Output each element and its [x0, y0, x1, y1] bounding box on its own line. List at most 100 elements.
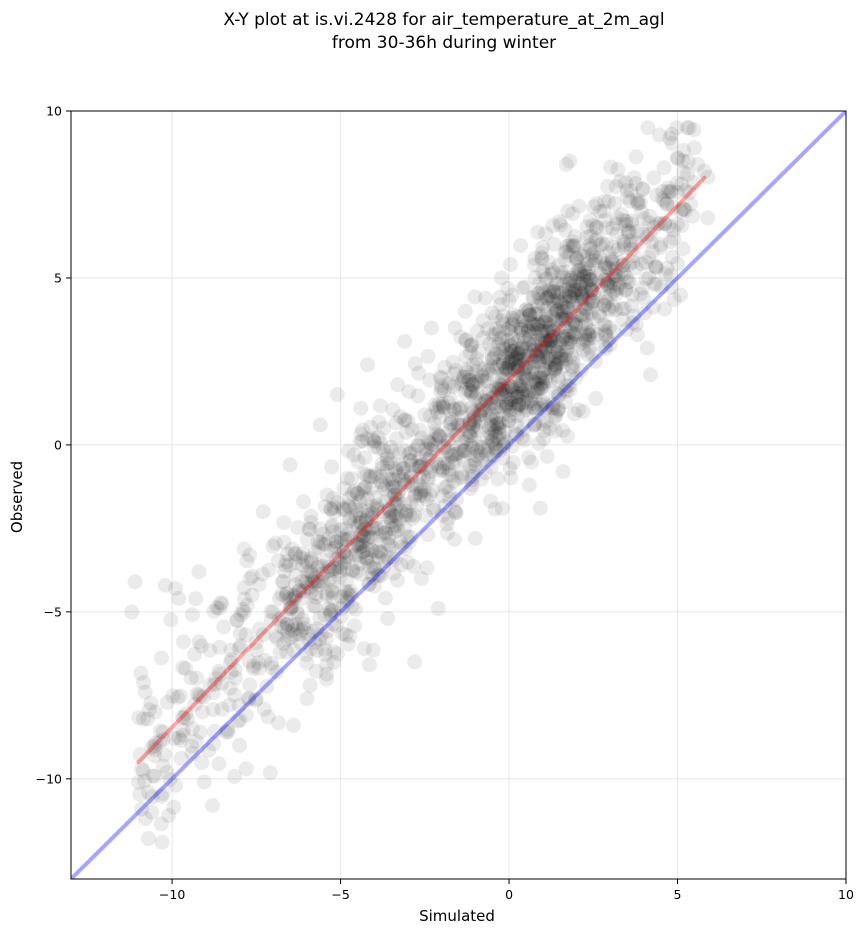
scatter-point-1245	[358, 512, 374, 528]
scatter-point-1766	[504, 379, 520, 395]
scatter-point-1014	[530, 316, 546, 332]
scatter-point-152	[579, 347, 595, 362]
scatter-point-270	[505, 360, 521, 376]
scatter-point-328	[533, 397, 549, 413]
scatter-point-1124	[352, 525, 368, 541]
scatter-point-1577	[263, 656, 279, 671]
scatter-point-316	[648, 277, 664, 292]
scatter-point-105	[673, 203, 689, 219]
scatter-point-716	[332, 559, 348, 575]
scatter-point-1246	[496, 406, 512, 422]
scatter-point-1557	[513, 345, 529, 361]
scatter-point-718	[466, 412, 482, 427]
scatter-point-1366	[581, 327, 597, 343]
scatter-point-1190	[432, 428, 448, 444]
scatter-point-1352	[541, 339, 557, 355]
scatter-point-1305	[354, 489, 370, 505]
scatter-point-1376	[390, 484, 406, 500]
scatter-point-898	[664, 249, 680, 265]
scatter-point-531	[505, 455, 521, 471]
scatter-point-568	[379, 456, 395, 472]
scatter-point-1309	[324, 519, 340, 535]
scatter-point-1462	[622, 274, 637, 290]
scatter-point-1637	[545, 308, 561, 324]
scatter-point-946	[502, 363, 518, 379]
scatter-point-717	[312, 632, 328, 647]
scatter-point-925	[520, 319, 536, 335]
scatter-point-1609	[282, 591, 298, 607]
scatter-point-1464	[372, 545, 388, 561]
scatter-point-1761	[275, 574, 291, 589]
scatter-point-184	[159, 764, 175, 780]
scatter-point-734	[568, 315, 584, 331]
scatter-point-1237	[474, 396, 490, 412]
scatter-point-1794	[480, 363, 496, 379]
scatter-point-103	[663, 183, 679, 199]
scatter-point-147	[549, 290, 565, 306]
scatter-point-818	[333, 522, 349, 538]
scatter-point-1365	[376, 504, 391, 520]
scatter-point-1798	[499, 383, 514, 399]
scatter-point-22	[238, 761, 254, 777]
scatter-point-1217	[313, 627, 329, 643]
scatter-point-1042	[602, 279, 618, 295]
scatter-point-46	[373, 544, 389, 560]
scatter-point-1666	[189, 670, 205, 686]
scatter-point-634	[335, 502, 351, 517]
scatter-point-137	[675, 201, 691, 217]
scatter-point-187	[175, 727, 191, 743]
scatter-point-159	[532, 500, 548, 516]
scatter-point-1701	[526, 399, 542, 415]
scatter-point-1646	[508, 402, 524, 417]
scatter-point-400	[147, 742, 163, 758]
scatter-point-1684	[380, 536, 396, 552]
scatter-point-1390	[324, 563, 340, 579]
scatter-point-1338	[462, 413, 478, 429]
scatter-point-1315	[242, 677, 258, 693]
scatter-point-436	[153, 816, 169, 832]
scatter-point-511	[498, 361, 514, 376]
scatter-point-1228	[664, 135, 680, 151]
scatter-point-1221	[310, 573, 326, 589]
scatter-point-134	[569, 251, 585, 267]
scatter-point-453	[502, 320, 517, 336]
scatter-point-1419	[515, 395, 531, 411]
scatter-point-1622	[422, 372, 438, 388]
scatter-point-1236	[446, 379, 462, 395]
scatter-point-327	[484, 305, 500, 321]
scatter-point-858	[416, 469, 432, 485]
scatter-point-452	[475, 313, 491, 329]
scatter-point-690	[522, 307, 538, 323]
scatter-point-60	[451, 470, 466, 486]
scatter-point-1533	[546, 236, 562, 252]
scatter-point-222	[614, 207, 630, 223]
scatter-point-1087	[498, 398, 514, 414]
scatter-point-97	[636, 290, 652, 306]
y-tick-label-1: −5	[44, 604, 62, 619]
scatter-point-924	[565, 206, 581, 222]
scatter-point-1350	[301, 521, 317, 537]
scatter-point-288	[526, 317, 542, 333]
scatter-point-426	[466, 403, 482, 419]
scatter-point-1648	[646, 276, 662, 292]
scatter-point-425	[463, 385, 479, 400]
x-tick-label-4: 10	[838, 887, 854, 902]
scatter-point-1428	[565, 278, 581, 294]
scatter-point-1294	[464, 338, 480, 353]
scatter-point-1168	[323, 502, 339, 517]
scatter-point-1130	[422, 487, 438, 503]
scatter-point-1251	[615, 257, 631, 273]
scatter-point-1655	[567, 238, 583, 254]
scatter-point-54	[417, 407, 433, 423]
scatter-point-275	[397, 412, 412, 428]
scatter-point-439	[251, 661, 267, 677]
scatter-point-1484	[464, 376, 480, 392]
scatter-point-6	[147, 704, 163, 720]
scatter-point-1340	[311, 539, 327, 555]
scatter-point-767	[339, 590, 355, 606]
scatter-point-1209	[482, 366, 498, 382]
scatter-point-1	[124, 604, 140, 620]
scatter-point-877	[534, 340, 550, 355]
scatter-point-1169	[551, 355, 567, 371]
scatter-point-526	[342, 500, 358, 515]
